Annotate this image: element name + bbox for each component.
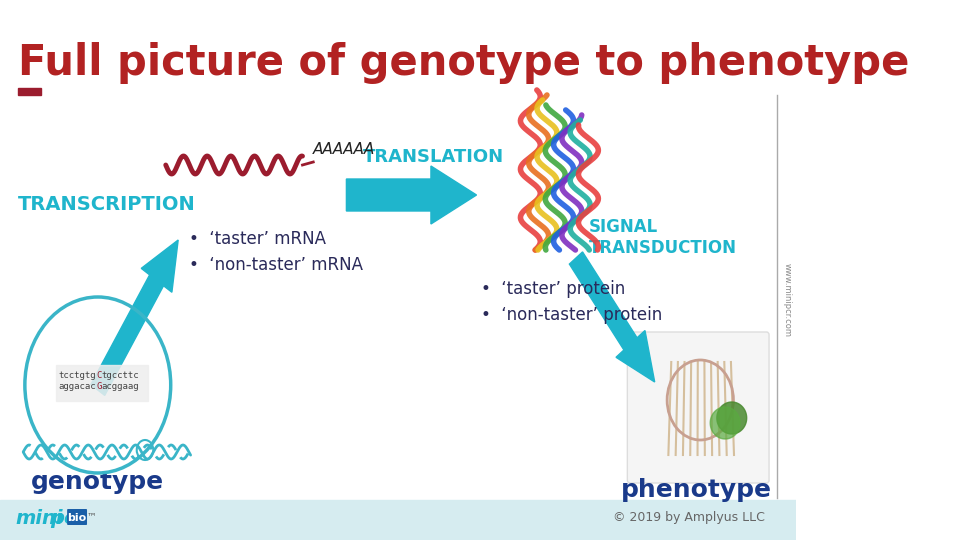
Text: pcr: pcr [50,509,84,528]
Text: •  ‘taster’ mRNA: • ‘taster’ mRNA [189,230,326,248]
Text: tcctgtg: tcctgtg [58,371,96,380]
Text: TRANSCRIPTION: TRANSCRIPTION [18,195,196,214]
Polygon shape [91,240,179,395]
Text: •  ‘non-taster’ mRNA: • ‘non-taster’ mRNA [189,256,363,274]
Text: acggaag: acggaag [101,382,139,391]
Text: bio: bio [67,513,86,523]
Text: •  ‘non-taster’ protein: • ‘non-taster’ protein [481,306,661,324]
Text: SIGNAL
TRANSDUCTION: SIGNAL TRANSDUCTION [588,218,736,257]
Text: TRANSLATION: TRANSLATION [363,148,504,166]
Bar [0,500,796,540]
Polygon shape [569,252,655,382]
Text: © 2019 by Amplyus LLC: © 2019 by Amplyus LLC [613,511,765,524]
Polygon shape [347,166,476,224]
Text: •  ‘taster’ protein: • ‘taster’ protein [481,280,625,298]
Text: Full picture of genotype to phenotype: Full picture of genotype to phenotype [18,42,910,84]
Text: tgccttc: tgccttc [101,371,139,380]
Text: genotype: genotype [32,470,164,494]
Text: mini: mini [15,509,62,528]
Polygon shape [710,407,740,439]
FancyBboxPatch shape [67,509,87,525]
Text: AAAAAA: AAAAAA [313,142,375,157]
Text: C: C [96,371,102,380]
Text: ™: ™ [87,511,97,521]
Bar [57,365,148,401]
Text: aggacac: aggacac [58,382,96,391]
Text: www.minipcr.com: www.minipcr.com [782,263,792,337]
Bar [18,88,41,95]
Text: phenotype: phenotype [620,478,772,502]
FancyBboxPatch shape [627,332,769,483]
Polygon shape [717,402,747,434]
Text: G: G [96,382,102,391]
